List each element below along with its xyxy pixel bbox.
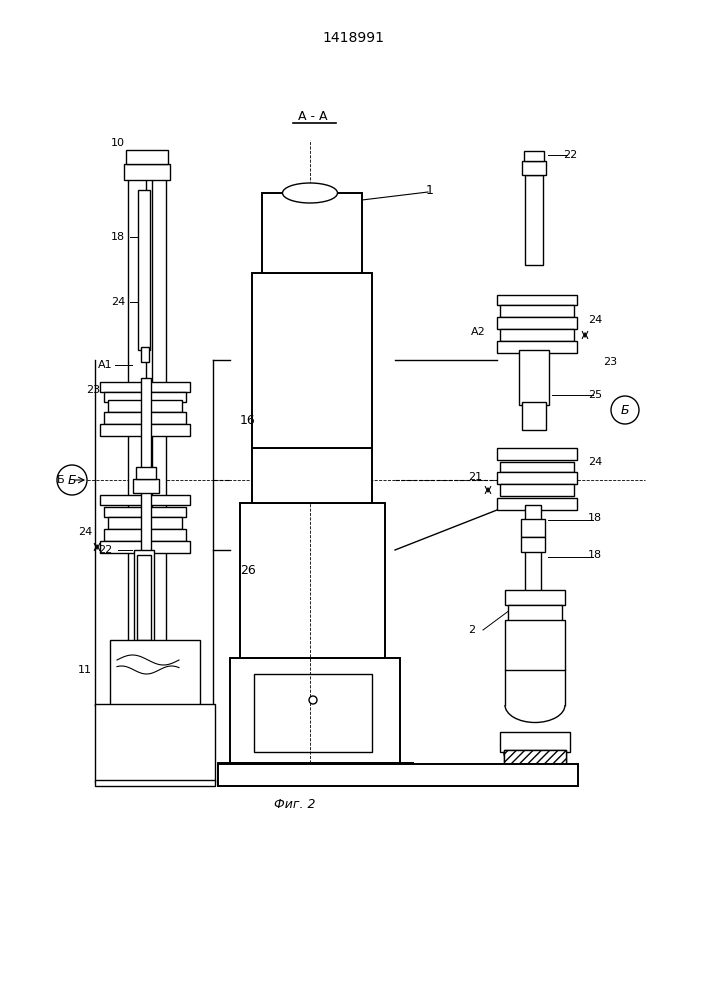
Text: 26: 26 <box>240 564 256 576</box>
Bar <box>141 378 151 553</box>
Bar <box>133 479 159 493</box>
Bar <box>110 640 200 705</box>
Text: 1: 1 <box>426 184 434 196</box>
Bar <box>525 175 543 265</box>
Bar <box>152 170 166 650</box>
Text: 16: 16 <box>240 414 256 426</box>
Bar <box>500 305 574 317</box>
Text: A1: A1 <box>98 360 112 370</box>
Bar <box>128 170 146 650</box>
Bar <box>497 295 577 305</box>
Bar <box>104 392 186 402</box>
Text: 25: 25 <box>588 390 602 400</box>
Bar <box>497 317 577 329</box>
Bar <box>522 161 546 175</box>
Bar <box>95 780 215 786</box>
Text: 18: 18 <box>588 550 602 560</box>
Bar <box>108 517 182 529</box>
Bar <box>500 732 570 752</box>
Text: 18: 18 <box>588 513 602 523</box>
Text: 11: 11 <box>78 665 92 675</box>
Bar <box>252 448 372 503</box>
Text: Б: Б <box>621 403 629 416</box>
Bar <box>497 498 577 510</box>
Text: Б: Б <box>57 475 65 485</box>
Bar <box>230 658 400 763</box>
Bar <box>100 382 190 392</box>
Text: 24: 24 <box>588 315 602 325</box>
Text: 23: 23 <box>603 357 617 367</box>
Bar <box>500 484 574 496</box>
Bar <box>100 424 190 436</box>
Bar <box>100 541 190 553</box>
Bar <box>141 347 149 362</box>
Bar <box>500 462 574 472</box>
Bar <box>521 537 545 552</box>
Bar <box>137 555 151 640</box>
Text: 18: 18 <box>111 232 125 242</box>
Ellipse shape <box>283 183 337 203</box>
Bar <box>497 448 577 460</box>
Text: 10: 10 <box>111 138 125 148</box>
Circle shape <box>309 696 317 704</box>
Bar <box>497 472 577 484</box>
Bar <box>525 505 541 600</box>
Bar <box>138 190 150 350</box>
Bar <box>134 550 154 650</box>
Bar <box>95 704 215 782</box>
Bar <box>254 674 372 752</box>
Text: Фиг. 2: Фиг. 2 <box>274 798 316 812</box>
Text: 24: 24 <box>111 297 125 307</box>
Circle shape <box>611 396 639 424</box>
Bar <box>108 400 182 412</box>
Bar <box>113 675 183 693</box>
Bar <box>124 164 170 180</box>
Bar <box>500 329 574 341</box>
Text: 2: 2 <box>469 625 476 635</box>
Bar <box>519 350 549 405</box>
Circle shape <box>57 465 87 495</box>
Text: 21: 21 <box>468 472 482 482</box>
Bar <box>104 507 186 517</box>
Text: 24: 24 <box>588 457 602 467</box>
Text: A2: A2 <box>471 327 486 337</box>
Text: 22: 22 <box>98 545 112 555</box>
Bar <box>262 193 362 273</box>
Bar <box>497 341 577 353</box>
Bar <box>504 750 566 785</box>
Text: Б: Б <box>68 474 76 487</box>
Bar <box>104 529 186 541</box>
Bar <box>505 590 565 605</box>
Bar <box>504 750 566 768</box>
Bar <box>126 150 168 164</box>
Text: А - А: А - А <box>298 110 328 123</box>
Bar <box>136 467 156 479</box>
Bar <box>100 495 190 505</box>
Bar <box>218 764 578 786</box>
Text: 23: 23 <box>86 385 100 395</box>
Bar <box>524 151 544 161</box>
Bar <box>252 273 372 448</box>
Text: 24: 24 <box>78 527 92 537</box>
Bar <box>218 763 413 785</box>
Bar <box>508 605 562 622</box>
Bar <box>240 503 385 658</box>
Text: 22: 22 <box>563 150 577 160</box>
Bar <box>104 412 186 424</box>
Text: 1418991: 1418991 <box>322 31 384 45</box>
Bar <box>505 620 565 670</box>
Bar <box>522 402 546 430</box>
Bar <box>521 519 545 537</box>
